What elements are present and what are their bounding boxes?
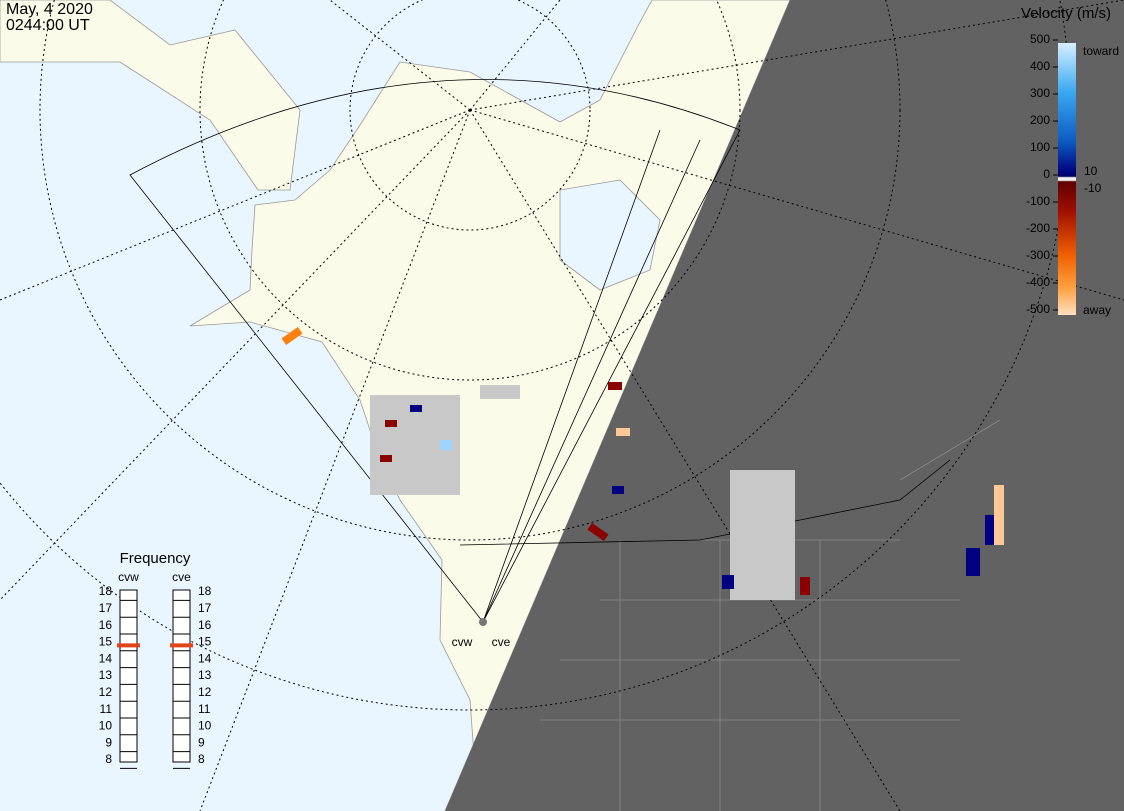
night-region (445, 0, 1124, 811)
colorbar (1058, 43, 1076, 315)
frequency-tick-label: 11 (198, 702, 211, 716)
colorbar-tick-label: 300 (1030, 86, 1050, 100)
colorbar-inner-tick: 10 (1084, 164, 1098, 178)
radar-label: cve (492, 635, 511, 649)
frequency-tick-label: 8 (105, 752, 112, 766)
frequency-tick-label: 17 (198, 601, 212, 615)
colorbar-inner-tick: -10 (1084, 181, 1102, 195)
hudson-bay (559, 179, 661, 291)
frequency-tick-label: 11 (100, 702, 113, 716)
frequency-tick-label: 13 (198, 668, 212, 682)
colorbar-title: Velocity (m/s) (1021, 5, 1111, 22)
colorbar-label: away (1083, 303, 1111, 317)
radar-name: cve (172, 570, 191, 584)
frequency-tick-label: 16 (198, 618, 212, 632)
radar-site (479, 618, 487, 626)
colorbar-tick-label: -200 (1026, 221, 1050, 235)
colorbar-tick-label: -400 (1026, 275, 1050, 289)
colorbar-tick-label: 0 (1043, 167, 1050, 181)
frequency-box (172, 589, 191, 763)
colorbar-tick-label: 100 (1030, 140, 1050, 154)
colorbar-tick-label: 500 (1030, 32, 1050, 46)
frequency-title: Frequency (120, 550, 191, 567)
frequency-tick-label: 15 (99, 635, 113, 649)
echo-cells (281, 326, 1004, 600)
frequency-tick-label: 17 (99, 601, 113, 615)
border-line (459, 459, 951, 546)
frequency-tick-label: 14 (99, 651, 113, 665)
frequency-tick-label: 10 (198, 719, 212, 733)
colorbar-tick-label: 200 (1030, 113, 1050, 127)
field-of-view (129, 79, 741, 623)
radar-name: cvw (118, 570, 139, 584)
time: 0244:00 UT (6, 17, 90, 34)
frequency-tick-label: 15 (198, 635, 212, 649)
frequency-tick-label: 12 (99, 685, 113, 699)
colorbar-tick-label: -300 (1026, 248, 1050, 262)
radar-label: cvw (452, 635, 473, 649)
colorbar-label: toward (1083, 44, 1119, 58)
frequency-tick-label: 18 (198, 584, 212, 598)
date: May, 4 2020 (6, 1, 93, 18)
colorbar-tick-label: 400 (1030, 59, 1050, 73)
frequency-tick-label: 8 (198, 752, 205, 766)
frequency-tick-label: 18 (99, 584, 113, 598)
frequency-tick-label: 9 (105, 735, 112, 749)
frequency-tick-label: 9 (198, 735, 205, 749)
colorbar-tick-label: -500 (1026, 302, 1050, 316)
colorbar-tick-label: -100 (1026, 194, 1050, 208)
frequency-tick-label: 10 (99, 719, 113, 733)
frequency-panel: cvw 18 17 16 15 14 13 12 11 10 9 8 cve 18 17 16 15 14 13 12… (99, 570, 212, 769)
frequency-tick-label: 16 (99, 618, 113, 632)
frequency-tick-label: 14 (198, 651, 212, 665)
frequency-tick-label: 12 (198, 685, 212, 699)
land-asia (0, 0, 301, 191)
frequency-tick-label: 13 (99, 668, 113, 682)
frequency-box (119, 589, 138, 763)
